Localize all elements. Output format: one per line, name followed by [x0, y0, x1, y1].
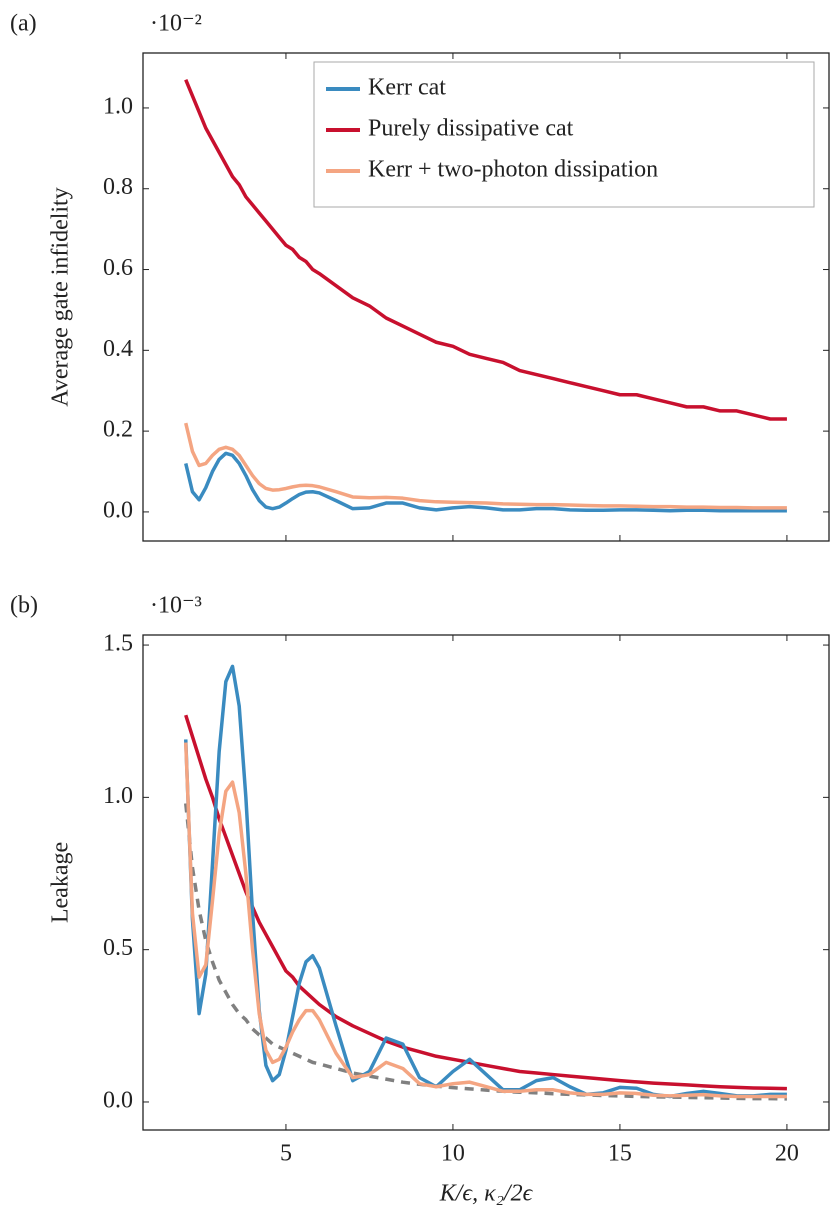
- series-line: [184, 714, 787, 1091]
- legend: Kerr cat Purely dissipative cat Kerr + two…: [313, 61, 815, 208]
- series-line: [184, 78, 787, 421]
- legend-label: Purely dissipative cat: [368, 116, 574, 142]
- series-line: [184, 422, 787, 510]
- legend-box: [313, 61, 815, 208]
- y-axis-label: Leakage: [48, 842, 74, 923]
- y-axis-label: Average gate infidelity: [48, 187, 74, 406]
- panel: 0.0 0.5 1.0 1.5 5 10 15 20 (b) ·10⁻³ Leakage K/ϵ, κ…: [10, 593, 830, 1207]
- y-tick-label: 1.0: [103, 93, 133, 119]
- y-tick-label: 0.6: [103, 255, 133, 281]
- x-axis-label: K/ϵ, κ₂/2ϵ: [439, 1181, 534, 1207]
- y-tick-label: 1.5: [103, 631, 133, 657]
- y-tick-label: 0.8: [103, 174, 133, 200]
- y-tick-label: 0.2: [103, 417, 133, 443]
- plot-frame: [142, 52, 830, 542]
- series-line: [184, 451, 787, 513]
- y-tick-label: 0.0: [103, 497, 133, 523]
- x-tick-label: 20: [775, 1141, 799, 1167]
- legend-label: Kerr cat: [368, 75, 446, 101]
- series-line: [184, 803, 787, 1101]
- plot-frame: [142, 634, 830, 1131]
- y-tick-label: 1.0: [103, 783, 133, 809]
- panel-label: (a): [10, 11, 37, 37]
- series-line: [184, 664, 787, 1099]
- legend-label: Kerr + two-photon dissipation: [368, 157, 658, 183]
- series-line: [184, 742, 787, 1099]
- axis-multiplier: ·10⁻³: [150, 593, 202, 619]
- x-tick-label: 15: [608, 1141, 632, 1167]
- panel-label: (b): [10, 593, 38, 619]
- x-tick-label: 5: [280, 1141, 292, 1167]
- y-tick-label: 0.0: [103, 1087, 133, 1113]
- panel: 0.0 0.2 0.4 0.6 0.8 1.0 (a) ·10⁻² Average gate i…: [10, 11, 830, 542]
- axis-multiplier: ·10⁻²: [150, 11, 202, 37]
- y-tick-label: 0.5: [103, 935, 133, 961]
- x-tick-label: 10: [441, 1141, 465, 1167]
- y-tick-label: 0.4: [103, 336, 133, 362]
